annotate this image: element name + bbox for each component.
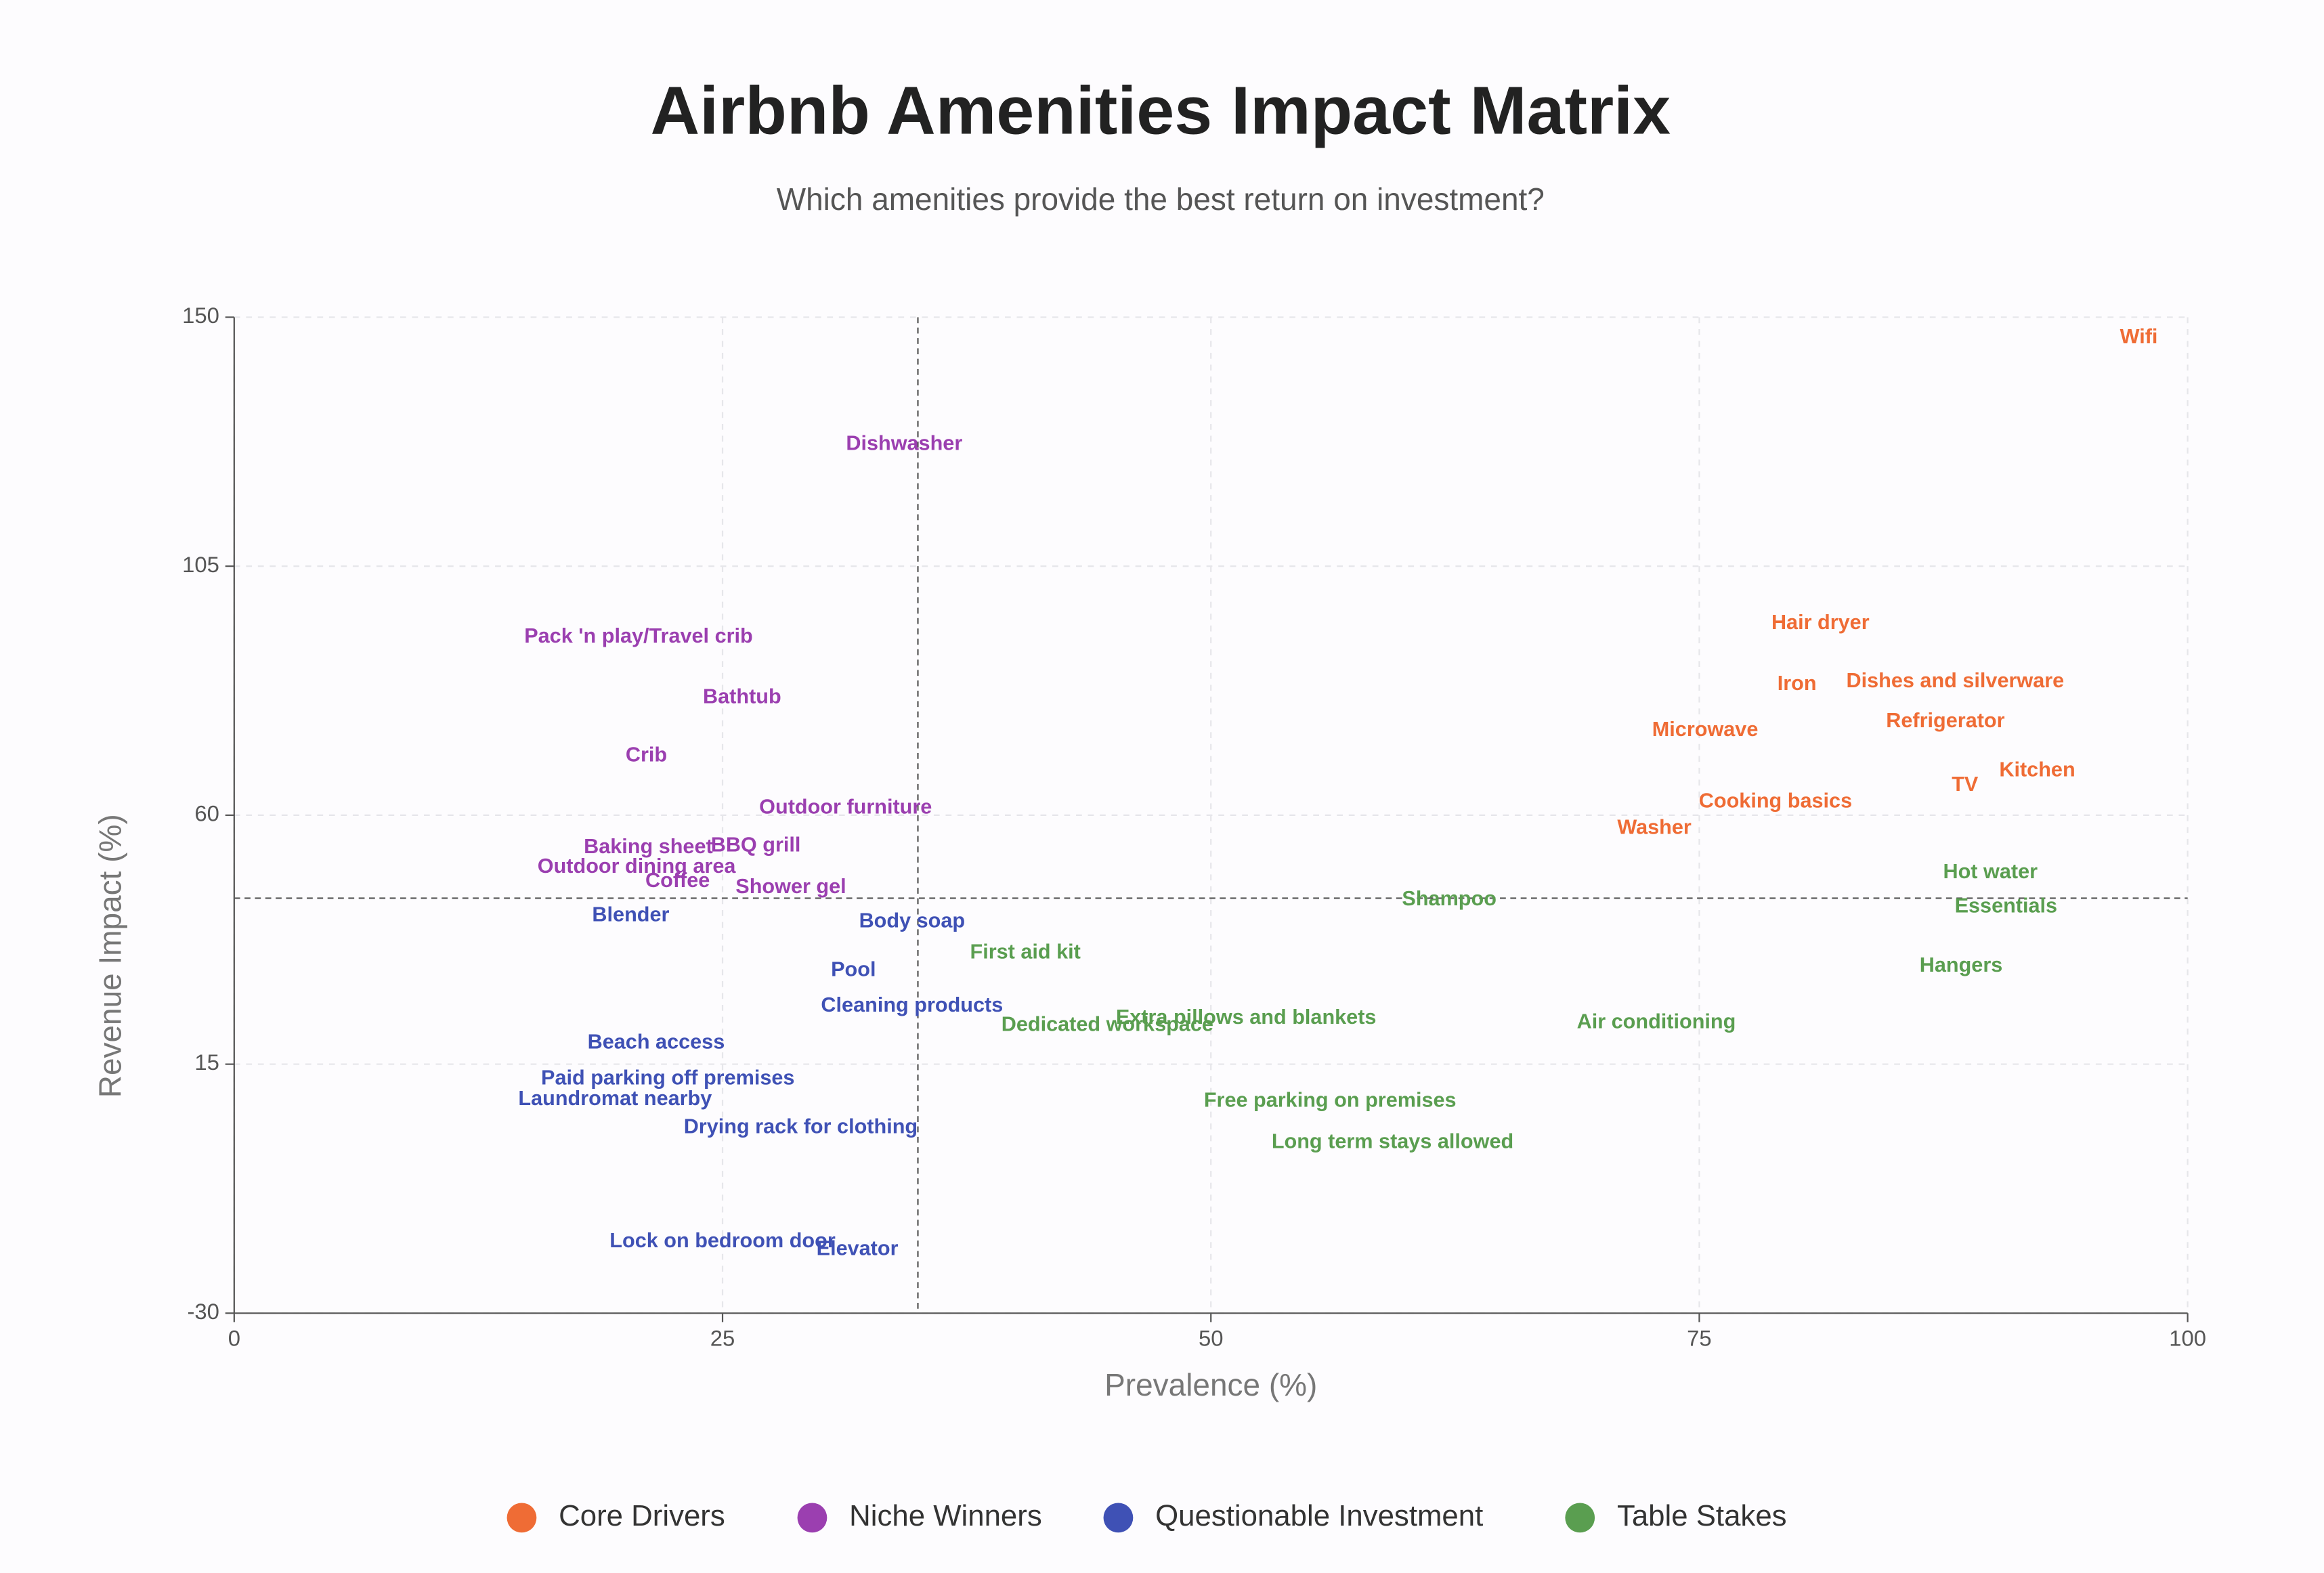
point-label: Laundromat nearby: [518, 1087, 712, 1110]
x-tick-label: 50: [1199, 1325, 1224, 1350]
point-label: TV: [1952, 773, 1979, 796]
point-label: Pool: [831, 958, 876, 981]
legend-marker: [1565, 1503, 1595, 1533]
legend-label: Core Drivers: [559, 1499, 725, 1532]
legend-label: Questionable Investment: [1155, 1499, 1483, 1532]
point-label: Long term stays allowed: [1272, 1130, 1513, 1153]
chart-title: Airbnb Amenities Impact Matrix: [650, 72, 1671, 148]
x-tick-label: 75: [1687, 1325, 1712, 1350]
legend-marker: [1103, 1503, 1134, 1533]
point-label: Shower gel: [735, 875, 846, 898]
y-tick-label: 105: [182, 552, 219, 577]
point-label: Air conditioning: [1577, 1010, 1736, 1033]
point-label: Lock on bedroom door: [609, 1229, 836, 1252]
legend-marker: [797, 1503, 827, 1533]
point-label: Dedicated workspace: [1002, 1012, 1213, 1035]
point-label: Refrigerator: [1886, 709, 2004, 732]
point-label: Extra pillows and blankets: [1116, 1006, 1377, 1029]
point-label: Body soap: [859, 909, 966, 932]
point-label: Shampoo: [1402, 887, 1497, 910]
point-label: Outdoor dining area: [538, 855, 737, 878]
point-label: Essentials: [1955, 895, 2058, 918]
point-label: Wifi: [2120, 325, 2158, 348]
y-tick-label: 60: [194, 801, 219, 826]
y-tick-label: 150: [182, 303, 219, 328]
point-label: Cooking basics: [1699, 789, 1852, 812]
y-tick-label: 15: [194, 1050, 219, 1075]
point-label: Cleaning products: [821, 993, 1003, 1016]
point-label: Paid parking off premises: [541, 1066, 794, 1090]
point-label: Elevator: [817, 1236, 899, 1259]
point-label: Blender: [592, 903, 669, 926]
point-label: Microwave: [1652, 718, 1759, 741]
point-label: Hot water: [1943, 860, 2038, 883]
point-label: Pack 'n play/Travel crib: [524, 624, 753, 647]
point-label: Bathtub: [703, 685, 781, 708]
point-label: Kitchen: [1999, 758, 2075, 781]
point-label: Iron: [1778, 672, 1817, 695]
point-label: Hangers: [1920, 953, 2003, 976]
legend-label: Table Stakes: [1617, 1499, 1787, 1532]
point-label: Drying rack for clothing: [684, 1115, 918, 1138]
point-label: Baking sheet: [584, 835, 713, 858]
point-label: Hair dryer: [1771, 611, 1870, 634]
point-label: BBQ grill: [711, 834, 801, 857]
point-label: Free parking on premises: [1204, 1088, 1457, 1111]
legend-label: Niche Winners: [849, 1499, 1042, 1532]
y-axis-title: Revenue Impact (%): [92, 814, 127, 1098]
point-label: Crib: [626, 744, 667, 767]
x-tick-label: 0: [228, 1325, 240, 1350]
legend-marker: [507, 1503, 537, 1533]
point-label: Washer: [1617, 816, 1692, 839]
y-tick-label: -30: [187, 1299, 219, 1324]
point-label: First aid kit: [970, 940, 1080, 963]
x-tick-label: 25: [710, 1325, 735, 1350]
point-label: Dishwasher: [846, 431, 962, 454]
x-axis-title: Prevalence (%): [1104, 1367, 1317, 1402]
point-label: Dishes and silverware: [1846, 669, 2064, 692]
chart-subtitle: Which amenities provide the best return …: [777, 181, 1545, 217]
x-tick-label: 100: [2169, 1325, 2206, 1350]
point-label: Beach access: [588, 1031, 725, 1054]
point-label: Coffee: [645, 869, 710, 892]
point-label: Outdoor furniture: [759, 795, 932, 818]
